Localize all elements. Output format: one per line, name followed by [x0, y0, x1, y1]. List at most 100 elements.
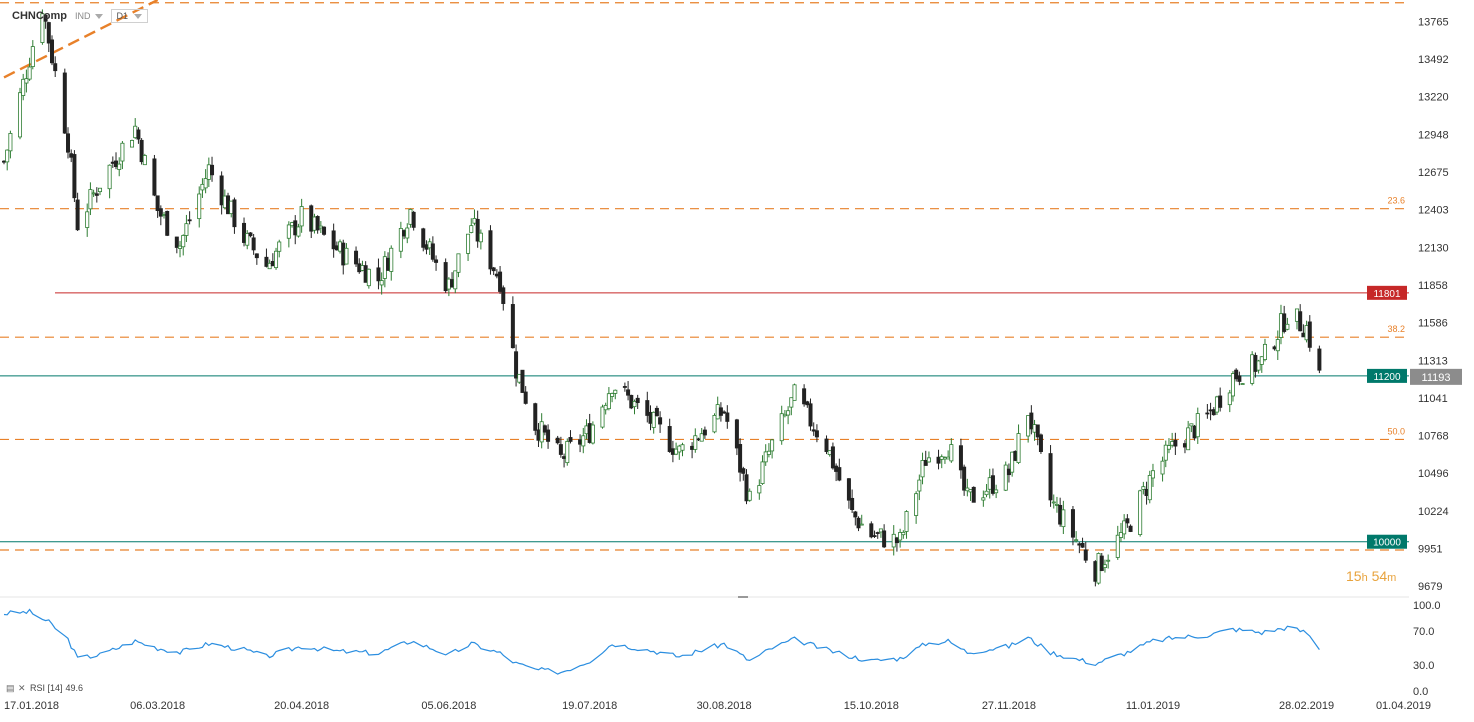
candle-body: [424, 244, 429, 250]
candle: [408, 208, 413, 228]
candle-body: [1160, 460, 1165, 475]
candle: [1262, 338, 1267, 362]
candle-body: [1016, 433, 1021, 463]
candle-body: [338, 241, 343, 252]
candle-body: [610, 393, 615, 397]
candle-body: [267, 262, 272, 270]
candle-body: [699, 433, 704, 442]
candle: [1192, 424, 1197, 441]
candle: [1106, 554, 1111, 569]
candle-body: [946, 456, 951, 460]
candle-body: [376, 267, 381, 282]
candle-body: [936, 456, 941, 464]
candle-body: [958, 445, 963, 471]
candle-body: [5, 149, 10, 163]
candle-body: [1138, 490, 1143, 536]
candle: [405, 223, 410, 244]
close-icon[interactable]: ✕: [18, 682, 26, 693]
candle-body: [1262, 343, 1267, 360]
candle-body: [120, 142, 125, 162]
candle-body: [830, 446, 835, 469]
candle: [517, 373, 522, 384]
candle-body: [898, 532, 903, 541]
candle: [1294, 308, 1299, 330]
candle: [334, 241, 339, 251]
price-tick-label: 12948: [1418, 129, 1449, 141]
candle-body: [488, 230, 493, 270]
candle-body: [165, 210, 170, 236]
candle: [901, 530, 906, 539]
candle-body: [322, 226, 327, 235]
candle: [478, 229, 483, 250]
candle-body: [475, 218, 480, 242]
candle: [293, 215, 298, 245]
candle: [722, 410, 727, 414]
candle-body: [1102, 564, 1107, 569]
candle: [562, 453, 567, 468]
symbol-name[interactable]: CHNComp: [12, 10, 67, 22]
candle-body: [763, 451, 768, 463]
candle-body: [405, 227, 410, 239]
time-tick-label: 28.02.2019: [1279, 700, 1334, 712]
candle-body: [450, 279, 455, 288]
candle: [536, 423, 541, 447]
candle: [354, 246, 359, 267]
candle-body: [286, 224, 291, 239]
candle: [1147, 470, 1152, 504]
candle: [1173, 432, 1178, 455]
settings-icon[interactable]: ▤: [6, 682, 15, 693]
candle-body: [8, 133, 13, 152]
candle-body: [18, 92, 23, 138]
candle: [747, 488, 752, 502]
price-tick-label: 12130: [1418, 242, 1449, 254]
candle: [338, 239, 343, 254]
candle-body: [645, 400, 650, 416]
candle: [130, 139, 135, 148]
timeframe-selector[interactable]: D1: [110, 9, 149, 23]
candle: [389, 245, 394, 281]
candle: [629, 394, 634, 410]
candle: [494, 269, 499, 279]
candle: [632, 399, 637, 415]
candle: [1102, 559, 1107, 573]
candle-body: [130, 140, 135, 148]
candle: [834, 463, 839, 482]
candle: [811, 422, 816, 436]
candle-body: [1301, 332, 1306, 338]
candle-body: [757, 485, 762, 494]
panel-resize-handle[interactable]: [738, 596, 748, 598]
candle-body: [1035, 424, 1040, 438]
candle: [162, 211, 167, 219]
candle-body: [853, 511, 858, 518]
candle-body: [1227, 392, 1232, 406]
candle: [296, 223, 301, 238]
candle-body: [27, 66, 32, 80]
candle: [267, 259, 272, 270]
candle: [946, 450, 951, 460]
candle: [1074, 531, 1079, 543]
candle: [1118, 522, 1123, 543]
candle-body: [981, 497, 986, 501]
candle: [21, 73, 26, 101]
candle-body: [85, 211, 90, 228]
candle: [178, 240, 183, 258]
candle-body: [1093, 561, 1098, 582]
candle-body: [1096, 553, 1101, 584]
candle-body: [894, 537, 899, 544]
candle: [142, 153, 147, 166]
candle: [1205, 404, 1210, 419]
price-tick-label: 11586: [1418, 318, 1448, 330]
candle-body: [1010, 451, 1015, 473]
candle: [379, 272, 384, 295]
candle-body: [1211, 409, 1216, 416]
candle: [590, 421, 595, 445]
candle: [651, 411, 656, 434]
instrument-type-selector[interactable]: IND: [75, 11, 103, 21]
candle: [232, 197, 237, 234]
candle-body: [827, 450, 832, 455]
candle-body: [341, 242, 346, 266]
candle: [533, 402, 538, 436]
candle: [510, 296, 515, 349]
candle: [808, 398, 813, 431]
